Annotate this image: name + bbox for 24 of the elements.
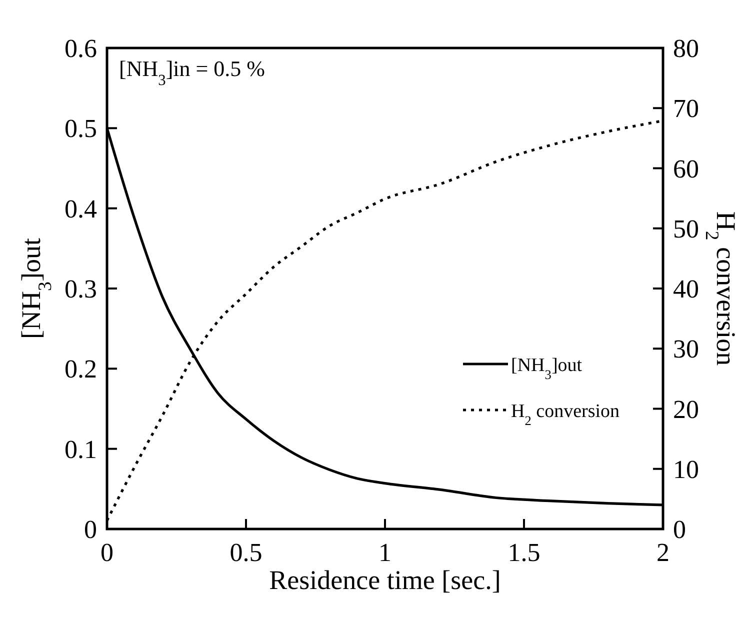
- x-tick-label: 1: [378, 538, 392, 567]
- legend-label: H$_{2}$ conversion: [511, 401, 620, 428]
- y2-tick-label: 30: [673, 334, 699, 364]
- y-tick-label: 0.1: [64, 434, 97, 464]
- x-tick-label: 1.5: [508, 538, 540, 567]
- y-tick-label: 0: [84, 515, 97, 544]
- x-tick-label: 0.5: [230, 538, 262, 567]
- legend-label: [NH$_{3}$]out: [511, 355, 583, 382]
- y-tick-label: 0.3: [64, 274, 97, 304]
- x-tick-label: 2: [656, 538, 670, 567]
- x-axis-title: Residence time [sec.]: [269, 565, 501, 595]
- y2-tick-label: 0: [673, 515, 686, 544]
- y-tick-label: 0.4: [64, 194, 97, 224]
- annotation: [NH$_{3}$]in = 0.5 %: [119, 56, 265, 88]
- y2-tick-label: 20: [673, 394, 699, 424]
- y-tick-label: 0.2: [64, 354, 97, 384]
- y2-tick-label: 40: [673, 274, 699, 304]
- y2-tick-label: 10: [673, 454, 699, 484]
- y2-tick-label: 70: [673, 94, 699, 124]
- y2-tick-label: 50: [673, 214, 699, 244]
- y2-tick-label: 80: [673, 34, 699, 63]
- y-tick-label: 0.5: [64, 114, 97, 144]
- y-tick-label: 0.6: [64, 34, 97, 63]
- y2-tick-label: 60: [673, 154, 699, 184]
